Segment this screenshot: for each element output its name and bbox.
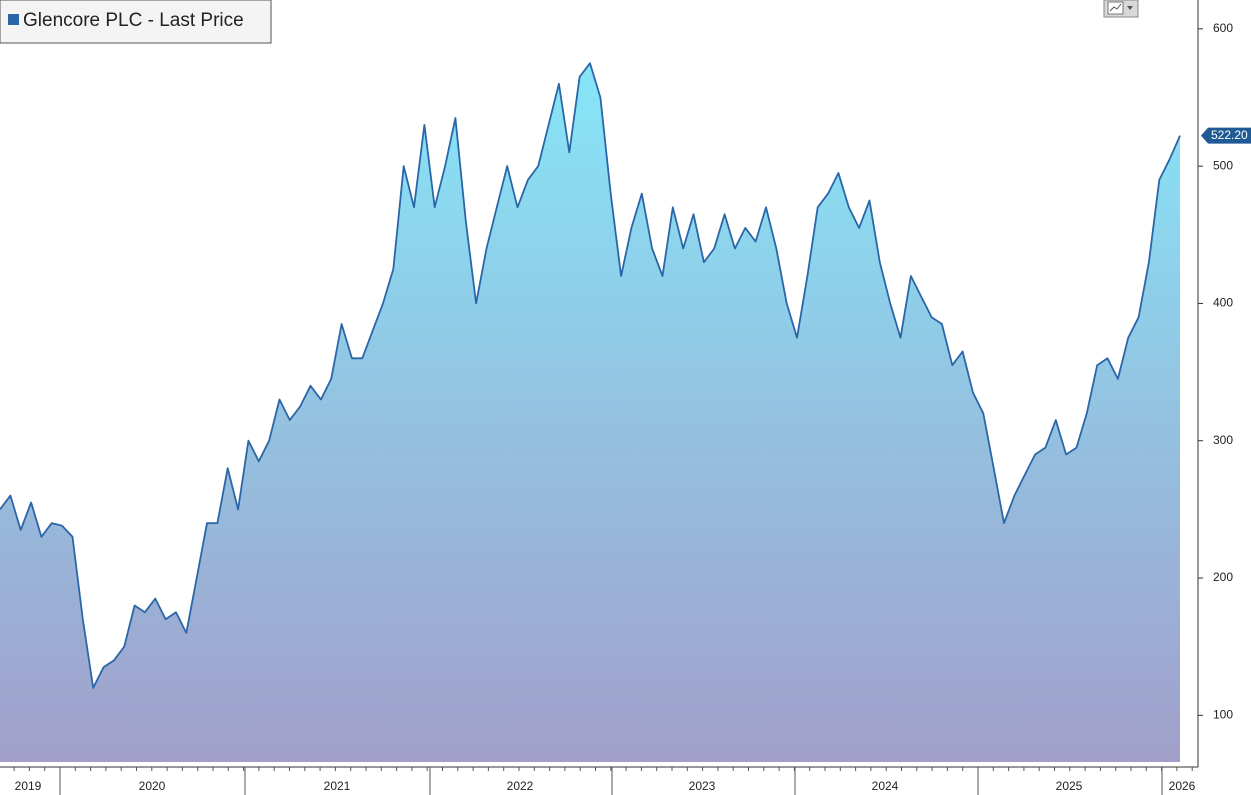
legend-swatch [8,14,19,25]
x-tick-label: 2024 [872,779,899,793]
x-tick-label: 2026 [1169,779,1196,793]
y-tick-label: 400 [1213,296,1233,310]
y-tick-label: 500 [1213,158,1233,172]
legend: Glencore PLC - Last Price [0,0,272,44]
x-tick-label: 2021 [324,779,351,793]
icon [1127,6,1133,10]
legend-label: Glencore PLC - Last Price [23,10,244,31]
x-tick-label: 2022 [507,779,534,793]
x-tick-label: 2019 [15,779,42,793]
y-tick-label: 100 [1213,707,1233,721]
chart-type-button[interactable] [1103,0,1139,18]
y-tick-label: 200 [1213,570,1233,584]
plot-area [0,62,1181,762]
x-tick-label: 2023 [689,779,716,793]
y-tick-label: 600 [1213,21,1233,35]
icon [1109,3,1122,12]
x-tick-label: 2020 [139,779,166,793]
x-tick-label: 2025 [1056,779,1083,793]
last-price-label: 522.20 [1211,128,1248,142]
area-fill [0,63,1180,762]
y-tick-label: 300 [1213,433,1233,447]
last-price-tag [1201,127,1251,144]
legend-box [0,0,272,44]
price-line [0,62,1181,689]
